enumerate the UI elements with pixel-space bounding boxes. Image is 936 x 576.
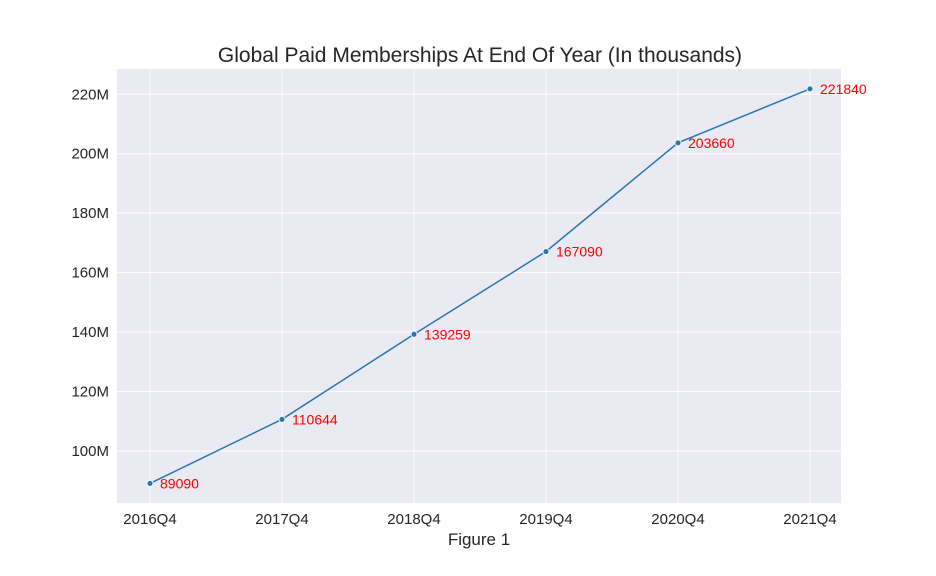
- y-tick-label: 140M: [71, 324, 109, 341]
- x-tick-label: 2021Q4: [783, 511, 836, 528]
- y-tick-label: 100M: [71, 443, 109, 460]
- x-tick-label: 2020Q4: [651, 511, 704, 528]
- data-point: [674, 139, 682, 147]
- data-label: 167090: [556, 244, 603, 260]
- y-tick-label: 160M: [71, 265, 109, 282]
- x-tick-label: 2017Q4: [255, 511, 308, 528]
- data-label: 139259: [424, 326, 471, 342]
- y-tick-label: 200M: [71, 146, 109, 163]
- data-point: [146, 480, 154, 487]
- data-label: 110644: [292, 411, 338, 427]
- grid-lines: [117, 69, 841, 503]
- data-label: 221840: [820, 81, 867, 97]
- data-point: [806, 85, 814, 93]
- data-label: 89090: [160, 475, 199, 491]
- data-point: [542, 248, 550, 255]
- x-axis-ticks: 2016Q4 2017Q4 2018Q4 2019Q4 2020Q4 2021Q4: [123, 511, 836, 528]
- chart-title: Global Paid Memberships At End Of Year (…: [218, 44, 742, 67]
- x-axis-label: Figure 1: [448, 530, 510, 549]
- y-tick-label: 120M: [71, 384, 109, 401]
- data-point: [410, 330, 418, 338]
- x-tick-label: 2016Q4: [123, 511, 176, 528]
- series-line: [149, 88, 811, 485]
- data-label: 203660: [688, 135, 735, 151]
- plot-area: [117, 69, 841, 503]
- data-point: [278, 415, 286, 423]
- data-points: [146, 85, 814, 487]
- data-labels: 89090 110644 139259 167090 203660 221840: [160, 81, 867, 492]
- x-tick-label: 2018Q4: [387, 511, 440, 528]
- x-tick-label: 2019Q4: [519, 511, 572, 528]
- y-tick-label: 220M: [71, 86, 109, 103]
- y-axis-ticks: 100M 120M 140M 160M 180M 200M 220M: [71, 86, 109, 460]
- y-tick-label: 180M: [71, 205, 109, 222]
